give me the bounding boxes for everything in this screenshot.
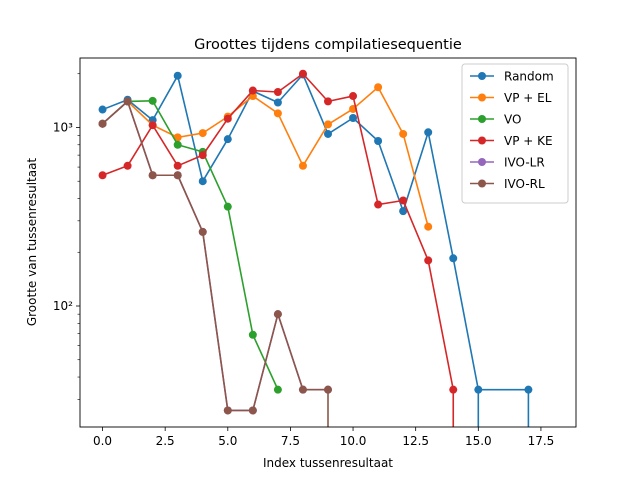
data-point	[349, 92, 358, 101]
data-point	[248, 406, 257, 415]
data-point	[248, 92, 257, 101]
data-point	[424, 222, 433, 231]
series-ivo-rl	[98, 97, 332, 427]
x-tick-label: 5.0	[218, 434, 237, 448]
data-point	[399, 196, 408, 205]
data-point	[524, 385, 533, 394]
data-point	[148, 171, 157, 180]
data-point	[449, 254, 458, 263]
legend-item: VP + KE	[470, 134, 553, 148]
legend-label: IVO-LR	[504, 156, 545, 170]
data-point	[298, 69, 307, 78]
data-point	[223, 114, 232, 123]
data-point	[374, 136, 383, 145]
data-point	[248, 86, 257, 95]
data-point	[173, 71, 182, 80]
y-tick-label: 10³	[53, 120, 73, 134]
legend-label: IVO-RL	[504, 177, 545, 191]
data-point	[374, 83, 383, 92]
data-point	[173, 161, 182, 170]
data-point	[98, 171, 107, 180]
legend-swatch-marker	[478, 136, 486, 145]
legend: Random VP + EL VO VP + KE IVO-LR IVO-RL	[461, 63, 569, 204]
axes-layer: 0.0 2.5 5.0 7.5 10.0 12.5 15.0 17.5 10² 10³	[53, 57, 577, 448]
legend-swatch-marker	[478, 93, 486, 102]
legend-item: Random	[470, 70, 554, 84]
legend-swatch-marker	[478, 179, 486, 188]
data-point	[449, 385, 458, 394]
x-axis-label: Index tussenresultaat	[263, 456, 393, 470]
data-point	[148, 121, 157, 130]
data-point	[198, 151, 207, 160]
legend-item: VO	[470, 113, 521, 127]
y-tick-label: 10²	[53, 299, 73, 313]
data-point	[273, 310, 282, 319]
x-tick-label: 12.5	[402, 434, 429, 448]
data-point	[273, 98, 282, 107]
data-point	[424, 256, 433, 265]
x-tick-label: 7.5	[281, 434, 300, 448]
legend-swatch-marker	[478, 115, 486, 123]
legend-swatch-marker	[478, 158, 486, 166]
series-vp-ke	[98, 69, 458, 427]
legend-label: VO	[504, 113, 521, 127]
legend-swatch-marker	[478, 72, 486, 80]
data-point	[98, 105, 107, 114]
data-point	[223, 135, 232, 144]
data-point	[324, 120, 332, 129]
legend-item: VP + EL	[470, 91, 552, 105]
data-point	[148, 96, 157, 105]
plot-frame	[79, 57, 577, 428]
data-point	[173, 133, 182, 142]
chart-title: Groottes tijdens compilatiesequentie	[194, 37, 462, 53]
data-point	[223, 202, 232, 211]
series-line	[102, 100, 328, 412]
series-random	[98, 70, 533, 427]
series-line	[102, 100, 279, 390]
x-tick-label: 0.0	[93, 434, 112, 448]
data-point	[123, 161, 132, 170]
data-point	[273, 88, 282, 97]
data-point	[198, 227, 207, 236]
data-point	[324, 97, 332, 106]
data-point	[198, 177, 207, 186]
legend-item: IVO-RL	[470, 177, 545, 191]
data-point	[424, 128, 433, 137]
data-point	[98, 119, 107, 128]
data-point	[374, 200, 383, 209]
data-point	[198, 129, 207, 138]
data-point	[324, 129, 332, 138]
data-point	[173, 140, 182, 149]
data-point	[399, 207, 408, 216]
y-axis-label: Grootte van tussenresultaat	[25, 158, 39, 327]
data-point	[349, 113, 358, 122]
x-tick-label: 2.5	[156, 434, 175, 448]
data-point	[223, 406, 232, 415]
data-point	[298, 161, 307, 170]
series-line	[102, 86, 429, 227]
x-tick-label: 10.0	[340, 434, 367, 448]
legend-label: VP + KE	[504, 134, 553, 148]
legend-label: Random	[504, 70, 554, 84]
x-tick-label: 15.0	[465, 434, 492, 448]
data-point	[399, 129, 408, 138]
data-point	[273, 109, 282, 118]
data-point	[298, 385, 307, 394]
x-tick-label: 17.5	[528, 434, 555, 448]
data-point	[123, 97, 132, 106]
legend-item: IVO-LR	[470, 156, 545, 170]
legend-box	[461, 63, 569, 204]
data-point	[173, 171, 182, 180]
series-layer	[98, 69, 533, 427]
data-point	[248, 330, 257, 339]
data-point	[273, 385, 282, 394]
data-point	[474, 385, 483, 394]
data-point	[324, 385, 332, 394]
legend-label: VP + EL	[504, 91, 552, 105]
